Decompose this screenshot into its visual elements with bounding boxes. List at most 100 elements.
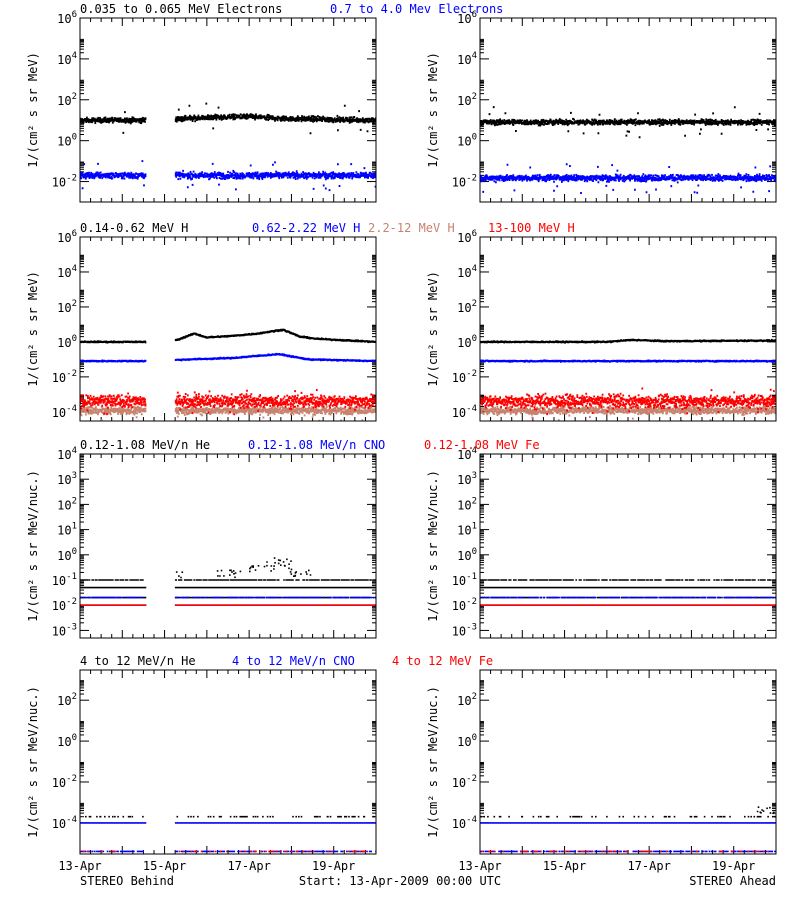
y-tick-label: 106	[457, 229, 477, 245]
series-points	[80, 557, 376, 599]
panel-protons-behind: 10-4 10-2 100 102 104 106 1/(cm² s sr MeV)	[26, 229, 377, 422]
x-tick-label: 15-Apr	[543, 859, 586, 873]
plot-frame	[79, 669, 377, 855]
x-tick-label: 17-Apr	[627, 859, 670, 873]
series-0-14-0-62-mev-h	[480, 338, 776, 344]
y-tick-label: 100	[57, 733, 77, 749]
plot-area	[480, 106, 776, 194]
y-tick-label: 10-4	[452, 815, 477, 831]
y-tick-label: 102	[457, 692, 477, 708]
series-4-to-12-mev-n-he	[480, 806, 776, 818]
series-points	[480, 596, 776, 606]
plot-area	[80, 557, 376, 606]
panel-electrons-ahead: 10-2 100 102 104 106 1/(cm² s sr MeV)	[426, 10, 777, 203]
series-points	[480, 579, 776, 599]
y-tick-label: 106	[457, 10, 477, 26]
y-tick-label: 10-2	[52, 369, 77, 385]
y-tick-label: 10-1	[452, 572, 477, 588]
panel-title-heavy-ions-low-behind-0: 0.12-1.08 MeV/n He	[80, 438, 210, 452]
plot-frame	[479, 17, 777, 203]
x-tick-label: 15-Apr	[143, 859, 186, 873]
y-tick-label: 102	[457, 299, 477, 315]
series-0-035-to-0-065-mev-electrons	[80, 102, 376, 135]
series-13-100-mev-h	[480, 387, 776, 416]
plot-frame	[79, 17, 377, 203]
y-tick-label: 100	[457, 334, 477, 350]
series-points	[480, 338, 776, 344]
series-0-62-2-22-mev-h	[480, 359, 776, 363]
y-tick-label: 101	[457, 522, 477, 538]
y-tick-label: 102	[57, 299, 77, 315]
footer-stereo-behind: STEREO Behind	[80, 874, 174, 888]
y-axis-label: 1/(cm² s sr MeV)	[426, 52, 440, 168]
y-tick-label: 10-2	[52, 774, 77, 790]
series-0-12-1-08-mev-n-he	[80, 557, 376, 599]
y-axis-label: 1/(cm² s sr MeV/nuc.)	[426, 470, 440, 622]
series-0-12-1-08-mev-n-cno	[480, 596, 776, 606]
footer-start-time: Start: 13-Apr-2009 00:00 UTC	[299, 874, 501, 888]
y-tick-label: 100	[457, 547, 477, 563]
series-2-2-12-mev-h	[80, 396, 376, 421]
series-points	[80, 822, 376, 853]
y-tick-label: 104	[57, 51, 77, 67]
panel-title-heavy-ions-high-behind-1: 4 to 12 MeV/n CNO	[232, 654, 355, 668]
series-4-to-12-mev-n-cno	[80, 822, 376, 853]
series-points	[80, 328, 376, 344]
y-tick-label: 10-2	[452, 774, 477, 790]
plot-area	[480, 806, 776, 853]
y-tick-label: 106	[57, 229, 77, 245]
y-tick-label: 100	[57, 547, 77, 563]
y-tick-label: 10-4	[52, 815, 77, 831]
panel-title-heavy-ions-low-behind-2: 0.12-1.08 MeV Fe	[424, 438, 540, 452]
y-tick-label: 102	[57, 92, 77, 108]
x-tick-label: 19-Apr	[312, 859, 355, 873]
series-points	[80, 596, 376, 606]
y-axis-label: 1/(cm² s sr MeV/nuc.)	[426, 686, 440, 838]
series-points	[80, 389, 376, 416]
series-points	[480, 163, 776, 194]
panel-electrons-behind: 10-2 100 102 104 106 1/(cm² s sr MeV)	[26, 10, 377, 203]
plot-area	[480, 579, 776, 606]
plot-area	[80, 328, 376, 421]
y-tick-label: 10-4	[52, 404, 77, 420]
plot-frame	[479, 453, 777, 639]
plot-frame	[479, 236, 777, 422]
footer-stereo-ahead: STEREO Ahead	[689, 874, 776, 888]
y-tick-label: 104	[57, 446, 77, 462]
y-tick-label: 106	[57, 10, 77, 26]
series-0-62-2-22-mev-h	[80, 352, 376, 363]
panel-protons-ahead: 10-4 10-2 100 102 104 106 1/(cm² s sr MeV)	[426, 229, 777, 422]
y-tick-label: 10-1	[52, 572, 77, 588]
y-tick-label: 102	[457, 496, 477, 512]
panel-title-electrons-behind-0: 0.035 to 0.065 MeV Electrons	[80, 2, 282, 16]
y-axis-label: 1/(cm² s sr MeV)	[26, 52, 40, 168]
y-tick-label: 102	[57, 692, 77, 708]
panel-heavy-ions-high-ahead: 10-4 10-2 100 102 13-Apr 15-Apr 17-Apr 19-Apr 1/…	[426, 669, 777, 873]
plot-area	[80, 102, 376, 192]
series-points	[80, 396, 376, 421]
y-tick-label: 104	[457, 264, 477, 280]
series-points	[80, 160, 376, 192]
panel-heavy-ions-high-behind: 10-4 10-2 100 102 13-Apr 15-Apr 17-Apr 19-Apr 1/…	[26, 669, 377, 873]
panel-heavy-ions-low-ahead: 10-3 10-2 10-1 100 101 102 103 104 1/(cm² s sr M…	[426, 446, 777, 639]
panel-title-heavy-ions-low-behind-1: 0.12-1.08 MeV/n CNO	[248, 438, 385, 452]
series-0-7-to-4-0-mev-electrons	[80, 160, 376, 192]
x-tick-label: 19-Apr	[712, 859, 755, 873]
series-points	[480, 806, 776, 818]
y-axis-label: 1/(cm² s sr MeV)	[426, 271, 440, 387]
plot-frame	[79, 236, 377, 422]
y-tick-label: 10-3	[52, 622, 77, 638]
panel-title-electrons-behind-1: 0.7 to 4.0 Mev Electrons	[330, 2, 503, 16]
panel-title-protons-behind-1: 0.62-2.22 MeV H	[252, 221, 360, 235]
series-points	[480, 106, 776, 139]
y-tick-label: 104	[457, 446, 477, 462]
plot-frame	[79, 453, 377, 639]
y-tick-label: 102	[457, 92, 477, 108]
series-0-035-to-0-065-mev-electrons	[480, 106, 776, 139]
panel-heavy-ions-low-behind: 10-3 10-2 10-1 100 101 102 103 104 1/(cm² s sr M…	[26, 446, 377, 639]
series-points	[80, 102, 376, 135]
series-points	[480, 387, 776, 416]
series-4-to-12-mev-n-cno	[480, 822, 776, 853]
panel-title-protons-behind-0: 0.14-0.62 MeV H	[80, 221, 188, 235]
